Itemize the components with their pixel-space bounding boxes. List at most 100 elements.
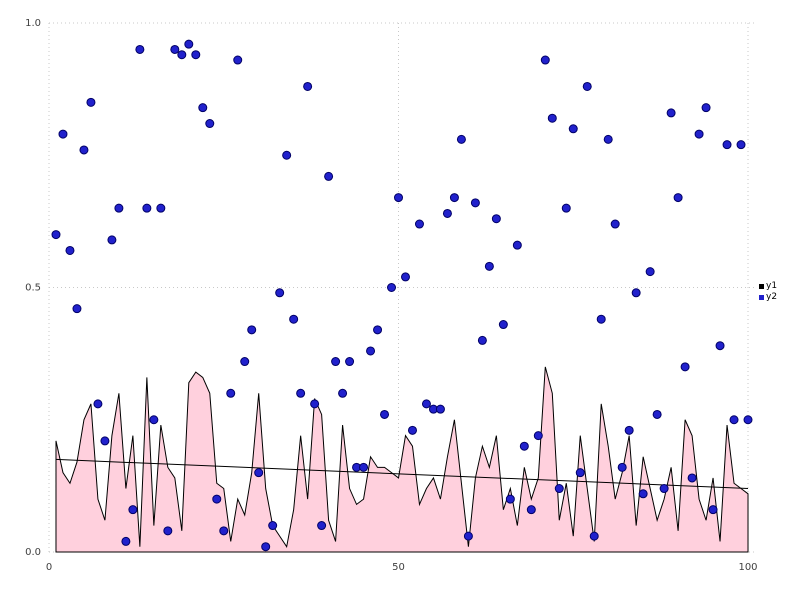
scatter-point xyxy=(317,521,327,531)
scatter-point xyxy=(233,55,243,65)
scatter-point xyxy=(463,531,473,541)
scatter-point xyxy=(135,44,145,54)
scatter-point xyxy=(394,193,404,203)
scatter-point xyxy=(743,415,753,425)
scatter-point xyxy=(303,81,313,91)
scatter-point xyxy=(505,494,515,504)
scatter-point xyxy=(729,415,739,425)
scatter-point xyxy=(645,267,655,277)
y-tick-label: 1.0 xyxy=(25,18,41,29)
scatter-point xyxy=(582,81,592,91)
scatter-point xyxy=(205,119,215,129)
scatter-point xyxy=(526,505,536,515)
scatter-point xyxy=(470,198,480,208)
scatter-point xyxy=(254,468,264,478)
scatter-point xyxy=(421,399,431,409)
scatter-point xyxy=(715,341,725,351)
scatter-point xyxy=(687,473,697,483)
scatter-point xyxy=(100,436,110,446)
scatter-point xyxy=(359,462,369,472)
scatter-point xyxy=(575,468,585,478)
x-tick-label: 0 xyxy=(46,562,52,573)
scatter-point xyxy=(387,283,397,292)
area-series-y1 xyxy=(55,366,749,553)
scatter-point xyxy=(456,134,466,144)
scatter-point xyxy=(638,489,648,499)
scatter-point xyxy=(65,245,75,255)
scatter-point xyxy=(568,124,578,134)
scatter-point xyxy=(121,536,131,546)
scatter-point xyxy=(666,108,676,118)
scatter-point xyxy=(72,304,82,314)
scatter-point xyxy=(624,425,634,435)
scatter-point xyxy=(282,150,292,160)
scatter-point xyxy=(673,193,683,203)
scatter-point xyxy=(659,484,669,494)
scatter-point xyxy=(589,531,599,541)
scatter-point xyxy=(519,441,529,451)
scatter-point xyxy=(540,55,550,65)
scatter-point xyxy=(652,409,662,419)
scatter-point xyxy=(128,505,138,515)
legend-swatch-y2 xyxy=(759,295,764,300)
scatter-point xyxy=(58,129,68,139)
scatter-point xyxy=(240,357,250,367)
scatter-point xyxy=(275,288,285,298)
scatter-point xyxy=(561,203,571,213)
legend-item-y2: y2 xyxy=(759,292,777,303)
scatter-point xyxy=(142,203,152,213)
scatter-point xyxy=(79,145,89,155)
scatter-point xyxy=(93,399,103,409)
scatter-point xyxy=(219,526,229,536)
scatter-point xyxy=(310,399,320,409)
y-tick-label: 0.5 xyxy=(25,283,41,294)
scatter-point xyxy=(149,415,159,425)
scatter-point xyxy=(736,140,746,150)
scatter-point xyxy=(289,314,299,324)
scatter-point xyxy=(261,542,271,552)
legend-item-y1: y1 xyxy=(759,281,777,292)
y-tick-label: 0.0 xyxy=(25,547,41,558)
x-tick-label: 50 xyxy=(392,562,405,573)
scatter-point xyxy=(610,219,620,229)
scatter-point xyxy=(373,325,383,335)
legend-label-y2: y2 xyxy=(766,292,778,302)
trend-line xyxy=(55,458,749,490)
scatter-point xyxy=(177,50,187,60)
legend: y1 y2 xyxy=(759,281,777,303)
scatter-point xyxy=(380,409,390,419)
scatter-point xyxy=(191,50,201,60)
scatter-point xyxy=(247,325,257,335)
scatter-point xyxy=(296,388,306,398)
scatter-point xyxy=(268,521,278,531)
legend-label-y1: y1 xyxy=(766,281,778,291)
scatter-point xyxy=(324,171,334,181)
scatter-point xyxy=(547,113,557,123)
scatter-point xyxy=(345,357,355,367)
scatter-point xyxy=(338,388,348,398)
scatter-point xyxy=(617,462,627,472)
scatter-point xyxy=(163,526,173,536)
scatter-point xyxy=(156,203,166,213)
scatter-point xyxy=(226,388,236,398)
scatter-point xyxy=(708,505,718,515)
scatter-point xyxy=(435,404,445,414)
scatter-point xyxy=(498,320,508,330)
scatter-point xyxy=(701,103,711,113)
scatter-point xyxy=(631,288,641,298)
scatter-point xyxy=(554,484,564,494)
x-tick-label: 100 xyxy=(738,562,757,573)
scatter-point xyxy=(331,357,341,367)
scatter-point xyxy=(477,335,487,345)
scatter-point xyxy=(484,261,494,271)
scatter-point xyxy=(184,39,194,49)
scatter-point xyxy=(512,240,522,250)
scatter-point xyxy=(491,214,501,224)
scatter-point xyxy=(722,140,732,150)
scatter-point xyxy=(442,208,452,218)
scatter-point xyxy=(603,134,613,144)
scatter-point xyxy=(596,314,606,324)
scatter-point xyxy=(680,362,690,372)
